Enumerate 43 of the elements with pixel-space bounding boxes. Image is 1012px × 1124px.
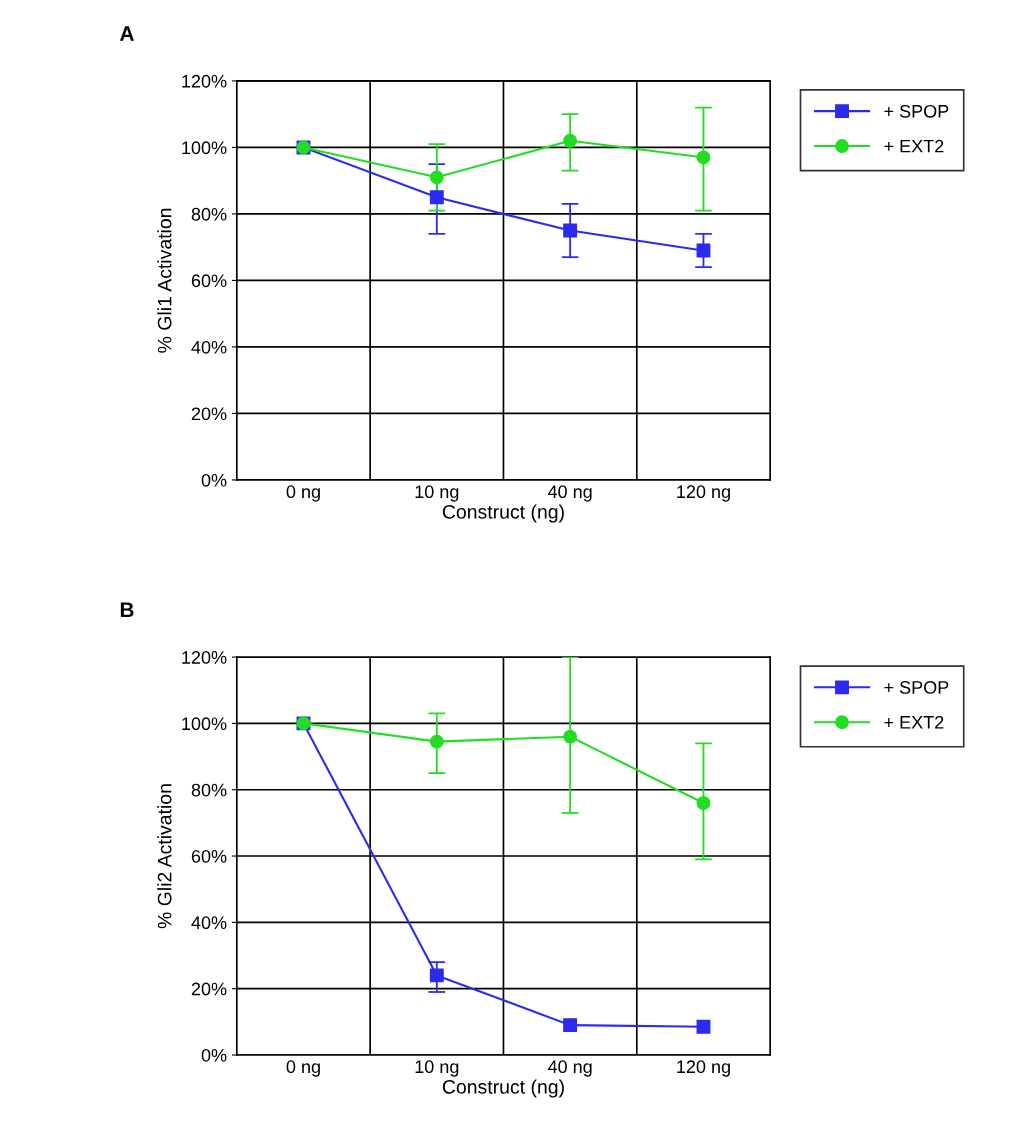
point xyxy=(696,1019,711,1034)
x-tick-label: 40 ng xyxy=(547,485,592,502)
y-tick-label: 100% xyxy=(182,717,227,731)
x-tick-label: 10 ng xyxy=(415,1060,459,1077)
y-tick-label: 40% xyxy=(191,916,227,930)
y-axis-title: % Gli2 Activation xyxy=(157,784,172,929)
chart-title: A xyxy=(119,26,134,41)
y-tick-label: 40% xyxy=(191,340,227,354)
legend-label: + SPOP xyxy=(884,681,949,694)
chart-title: B xyxy=(120,602,134,617)
point xyxy=(563,1018,578,1033)
y-tick-label: 120% xyxy=(182,74,227,88)
x-tick-label: 120 ng xyxy=(677,485,730,502)
x-axis-title: Construct (ng) xyxy=(442,504,564,523)
legend-label: + EXT2 xyxy=(884,715,944,729)
x-tick-label: 40 ng xyxy=(547,1060,592,1077)
y-axis-title: % Gli1 Activation xyxy=(157,208,172,353)
y-tick-label: 100% xyxy=(182,141,227,155)
point xyxy=(429,190,444,205)
point xyxy=(429,170,444,185)
legend-label: + SPOP xyxy=(884,104,949,118)
x-tick-label: 0 ng xyxy=(286,485,320,502)
y-tick-label: 0% xyxy=(201,473,227,487)
point xyxy=(696,796,711,810)
x-tick-label: 120 ng xyxy=(677,1060,730,1077)
y-tick-label: 0% xyxy=(201,1048,227,1062)
legend-label: + EXT2 xyxy=(884,139,944,153)
point xyxy=(563,729,578,744)
y-tick-label: 80% xyxy=(191,783,227,797)
point xyxy=(696,150,711,165)
y-tick-label: 20% xyxy=(191,407,227,421)
x-axis-title: Construct (ng) xyxy=(442,1079,564,1098)
y-tick-label: 60% xyxy=(191,274,227,288)
point xyxy=(429,968,444,983)
x-tick-label: 0 ng xyxy=(286,1060,320,1077)
point xyxy=(429,734,444,749)
y-tick-label: 80% xyxy=(191,207,227,221)
x-tick-label: 10 ng xyxy=(415,485,459,502)
y-tick-label: 120% xyxy=(182,651,227,664)
point xyxy=(563,223,578,238)
y-tick-label: 60% xyxy=(191,849,227,863)
y-tick-label: 20% xyxy=(191,982,227,996)
point xyxy=(563,133,578,148)
